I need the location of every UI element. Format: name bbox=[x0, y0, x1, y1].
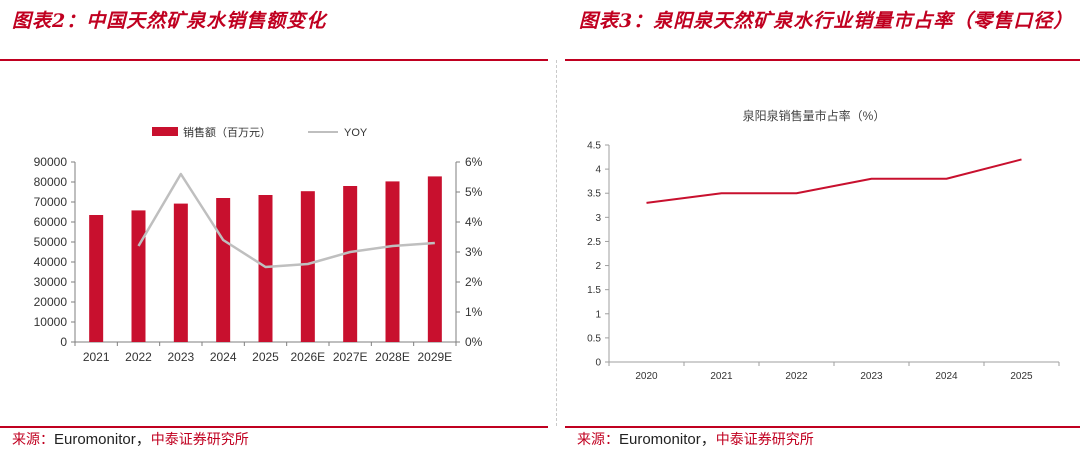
sales-bar bbox=[131, 210, 146, 342]
y-tick-label: 3 bbox=[595, 213, 601, 224]
left-source-prefix: 来源： bbox=[12, 432, 54, 448]
legend-bar-swatch bbox=[152, 127, 178, 136]
x-tick-label: 2022 bbox=[785, 371, 808, 382]
x-tick-label: 2026E bbox=[290, 350, 325, 364]
right-chart-title: 图表3：泉阳泉天然矿泉水行业销量市占率（零售口径） bbox=[579, 10, 1074, 32]
yoy-line bbox=[137, 172, 435, 269]
right-source: 来源：Euromonitor，中泰证券研究所 bbox=[577, 428, 814, 449]
x-tick-label: 2024 bbox=[210, 350, 237, 364]
legend-line-label: YOY bbox=[344, 127, 368, 139]
y-tick-label: 2.5 bbox=[587, 237, 601, 248]
x-tick-label: 2028E bbox=[375, 350, 410, 364]
x-tick-label: 2025 bbox=[252, 350, 279, 364]
x-tick-label: 2027E bbox=[333, 350, 368, 364]
y-tick-label: 1.5 bbox=[587, 285, 601, 296]
left-source: 来源：Euromonitor，中泰证券研究所 bbox=[12, 428, 249, 449]
sales-bar bbox=[173, 203, 188, 342]
share-chart-title: 泉阳泉销售量市占率（%） bbox=[743, 108, 886, 123]
right-y-tick-label: 4% bbox=[465, 215, 483, 229]
left-bottom-rule bbox=[0, 426, 548, 428]
sales-chart: 销售额（百万元） YOY 0 10000 20000 30000 40000 50000 600… bbox=[8, 70, 543, 415]
left-chart-title: 图表2：中国天然矿泉水销售额变化 bbox=[12, 10, 327, 32]
left-y-tick-label: 50000 bbox=[34, 235, 68, 249]
x-tick-label: 2024 bbox=[935, 371, 958, 382]
sales-bar bbox=[216, 198, 231, 342]
y-tick-label: 2 bbox=[595, 261, 601, 272]
right-panel: 图表3：泉阳泉天然矿泉水行业销量市占率（零售口径） 泉阳泉销售量市占率（%） 0 0… bbox=[565, 0, 1080, 450]
y-tick-label: 1 bbox=[595, 309, 601, 320]
y-tick-label: 4.5 bbox=[587, 141, 601, 152]
share-chart: 泉阳泉销售量市占率（%） 0 0.5 1 1.5 2 2.5 3 3.5 4 4.5 2020 2021… bbox=[569, 70, 1074, 415]
y-tick-label: 4 bbox=[595, 165, 601, 176]
right-y-tick-label: 2% bbox=[465, 275, 483, 289]
left-panel: 图表2：中国天然矿泉水销售额变化 销售额（百万元） YOY 0 10000 20000 3… bbox=[0, 10, 548, 449]
left-source-org: 中泰证券研究所 bbox=[150, 432, 249, 448]
left-y-tick-label: 30000 bbox=[34, 275, 68, 289]
right-y-tick-label: 5% bbox=[465, 185, 483, 199]
right-y-tick-label: 1% bbox=[465, 305, 483, 319]
left-y-tick-label: 60000 bbox=[34, 215, 68, 229]
x-tick-label: 2025 bbox=[1010, 371, 1033, 382]
right-y-tick-label: 6% bbox=[465, 155, 483, 169]
x-tick-label: 2029E bbox=[417, 350, 452, 364]
sales-bar bbox=[385, 181, 400, 342]
left-source-name: Euromonitor， bbox=[54, 431, 151, 448]
sales-bar bbox=[300, 191, 315, 342]
left-y-tick-label: 20000 bbox=[34, 295, 68, 309]
x-tick-label: 2023 bbox=[860, 371, 883, 382]
x-tick-label: 2021 bbox=[710, 371, 733, 382]
y-tick-label: 0 bbox=[595, 358, 601, 369]
right-source-org: 中泰证券研究所 bbox=[715, 432, 814, 448]
sales-bar bbox=[89, 215, 104, 342]
x-tick-label: 2023 bbox=[167, 350, 194, 364]
sales-bar bbox=[427, 176, 442, 342]
x-tick-label: 2020 bbox=[635, 371, 658, 382]
left-top-rule bbox=[0, 59, 548, 61]
sales-bar bbox=[258, 195, 273, 342]
right-bottom-rule bbox=[565, 426, 1080, 428]
sales-chart-svg: 销售额（百万元） YOY 0 10000 20000 30000 40000 50000 600… bbox=[34, 125, 483, 364]
right-y-tick-label: 0% bbox=[465, 335, 483, 349]
right-y-tick-label: 3% bbox=[465, 245, 483, 259]
left-y-tick-label: 40000 bbox=[34, 255, 68, 269]
left-y-tick-label: 0 bbox=[60, 335, 67, 349]
left-y-tick-label: 90000 bbox=[34, 155, 68, 169]
share-line bbox=[646, 158, 1022, 204]
sales-bar bbox=[343, 186, 358, 342]
right-source-name: Euromonitor， bbox=[619, 431, 716, 448]
panel-divider bbox=[556, 60, 557, 426]
left-y-tick-label: 80000 bbox=[34, 175, 68, 189]
legend-bar-label: 销售额（百万元） bbox=[183, 125, 271, 139]
right-top-rule bbox=[565, 59, 1080, 61]
x-tick-label: 2021 bbox=[83, 350, 110, 364]
left-y-tick-label: 70000 bbox=[34, 195, 68, 209]
left-y-tick-label: 10000 bbox=[34, 315, 68, 329]
y-tick-label: 0.5 bbox=[587, 333, 601, 344]
right-source-prefix: 来源： bbox=[577, 432, 619, 448]
share-chart-svg: 泉阳泉销售量市占率（%） 0 0.5 1 1.5 2 2.5 3 3.5 4 4.5 2020 2021… bbox=[587, 108, 1060, 382]
x-tick-label: 2022 bbox=[125, 350, 152, 364]
y-tick-label: 3.5 bbox=[587, 189, 601, 200]
